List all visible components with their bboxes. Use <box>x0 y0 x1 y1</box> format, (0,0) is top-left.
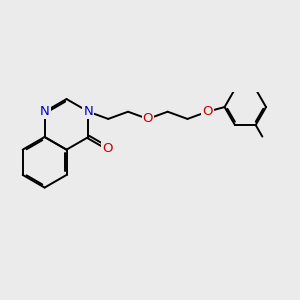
Text: O: O <box>202 105 212 118</box>
Text: O: O <box>142 112 153 125</box>
Text: N: N <box>40 105 50 118</box>
Text: O: O <box>102 142 113 154</box>
Text: N: N <box>83 105 93 118</box>
